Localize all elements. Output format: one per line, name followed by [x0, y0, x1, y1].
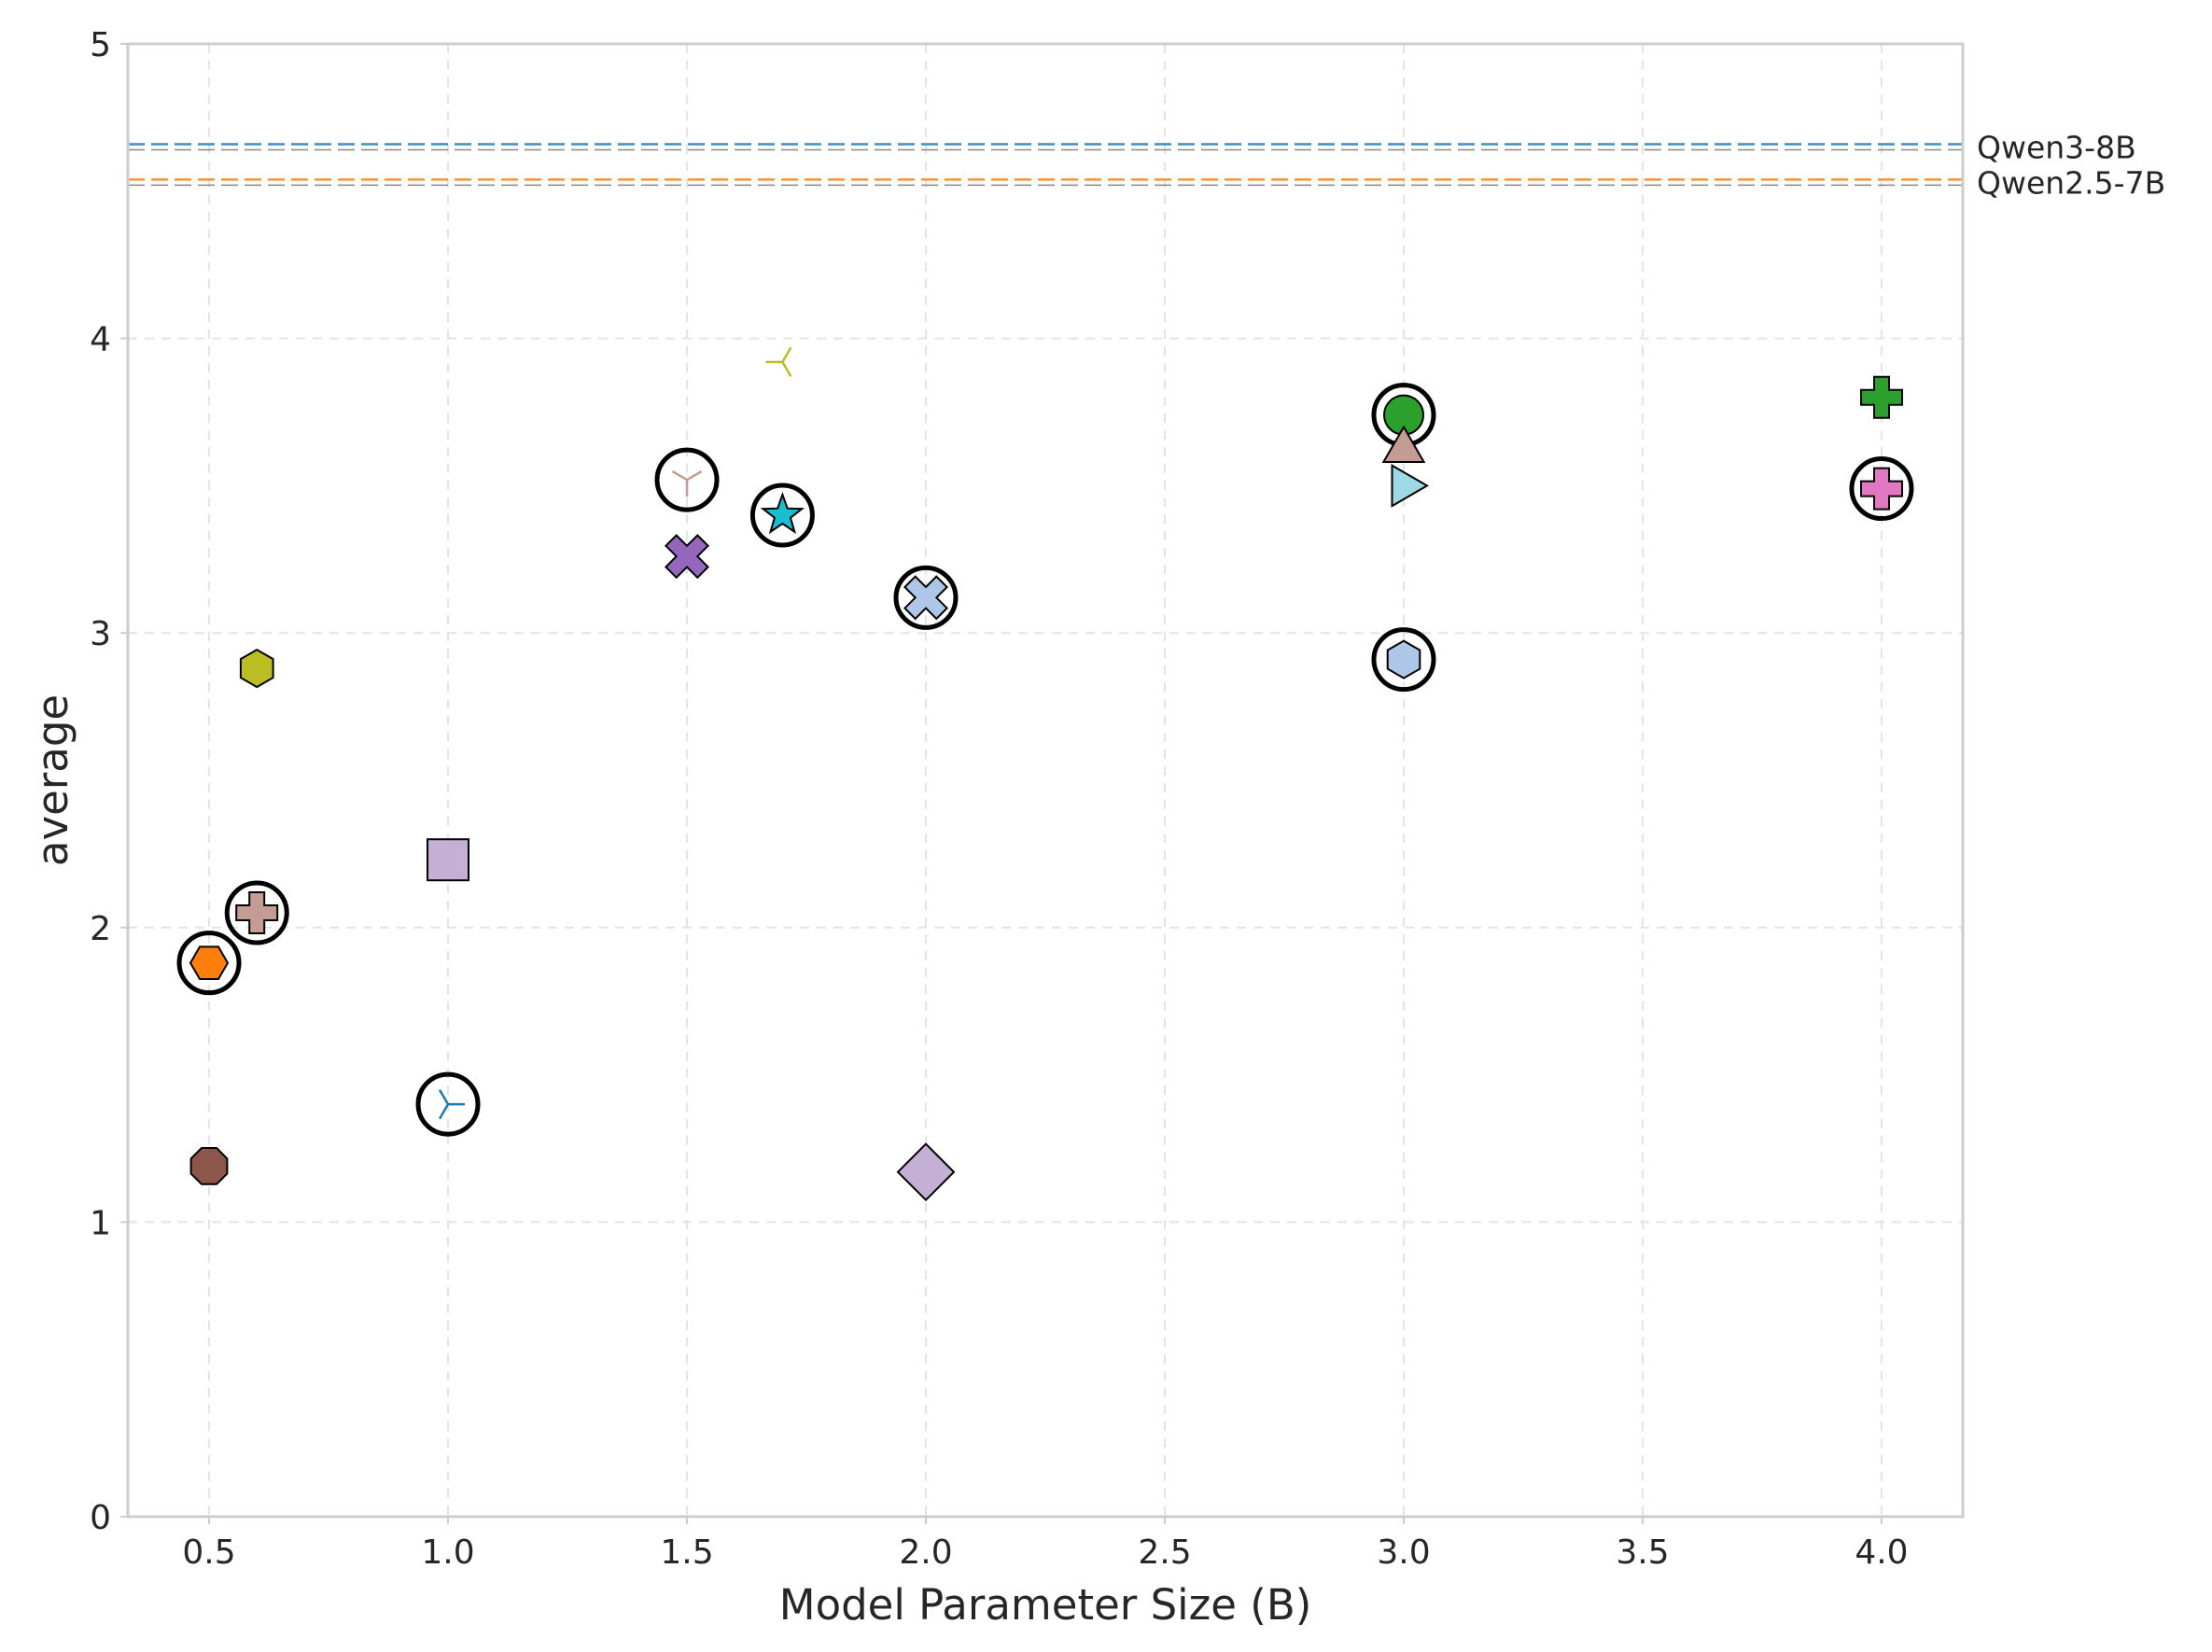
- x-tick-label: 1.5: [660, 1533, 713, 1572]
- highlight-ring: [654, 447, 720, 512]
- data-points: [176, 346, 1914, 1202]
- plot-frame: [126, 42, 1965, 1519]
- point-tri-left-arm: [781, 361, 792, 378]
- point-tri-right-arm: [438, 1103, 450, 1120]
- point-hexagon-marker: [1386, 639, 1421, 679]
- x-tick-label: 0.5: [182, 1533, 235, 1572]
- x-tick-label: 3.0: [1377, 1533, 1430, 1572]
- point-plus-marker: [1860, 375, 1903, 419]
- point-star-marker: [760, 492, 805, 535]
- point-x-filled-marker: [903, 575, 949, 621]
- x-axis-label: Model Parameter Size (B): [779, 1580, 1312, 1630]
- point-x-filled-marker: [664, 534, 710, 580]
- point-hexagon2-marker: [189, 945, 230, 980]
- x-tick-label: 2.5: [1138, 1533, 1191, 1572]
- y-tick-label: 4: [90, 321, 111, 359]
- point-tri-down-arm: [686, 470, 703, 482]
- point-tri-down-arm: [671, 470, 688, 482]
- y-tick-label: 0: [90, 1499, 111, 1537]
- point-octagon-marker: [189, 1147, 229, 1185]
- point-triangle-right-marker: [1391, 463, 1429, 508]
- point-diamond-marker: [896, 1142, 956, 1202]
- y-tick-label: 2: [90, 910, 111, 948]
- x-tick-label: 3.5: [1616, 1533, 1669, 1572]
- point-square-marker: [427, 838, 470, 882]
- highlight-ring: [415, 1071, 481, 1137]
- point-plus-marker: [235, 891, 279, 934]
- highlight-ring: [1849, 456, 1914, 522]
- y-tick-label: 5: [90, 26, 111, 64]
- highlight-ring: [176, 931, 242, 996]
- point-tri-left-arm: [781, 346, 792, 363]
- highlight-ring: [224, 880, 289, 945]
- x-tick-label: 4.0: [1855, 1533, 1908, 1572]
- highlight-ring: [1371, 627, 1436, 693]
- y-axis-ticks: 0 1 2 3 4 5: [90, 26, 128, 1537]
- x-tick-label: 1.0: [421, 1533, 474, 1572]
- y-axis-label: average: [28, 694, 77, 866]
- point-hexagon-marker: [239, 648, 274, 689]
- point-tri-right-arm: [438, 1088, 450, 1105]
- point-triangle-up-marker: [1381, 425, 1426, 463]
- point-plus-marker: [1860, 467, 1903, 511]
- x-tick-label: 2.0: [899, 1533, 952, 1572]
- reference-line-label: Qwen2.5-7B: [1977, 164, 2165, 201]
- reference-line-label: Qwen3-8B: [1977, 129, 2136, 165]
- highlight-ring: [749, 483, 815, 548]
- y-tick-label: 3: [90, 615, 111, 653]
- x-axis-ticks: 0.5 1.0 1.5 2.0 2.5 3.0 3.5 4.0: [182, 1517, 1909, 1572]
- y-tick-label: 1: [90, 1204, 111, 1242]
- highlight-ring: [893, 565, 959, 630]
